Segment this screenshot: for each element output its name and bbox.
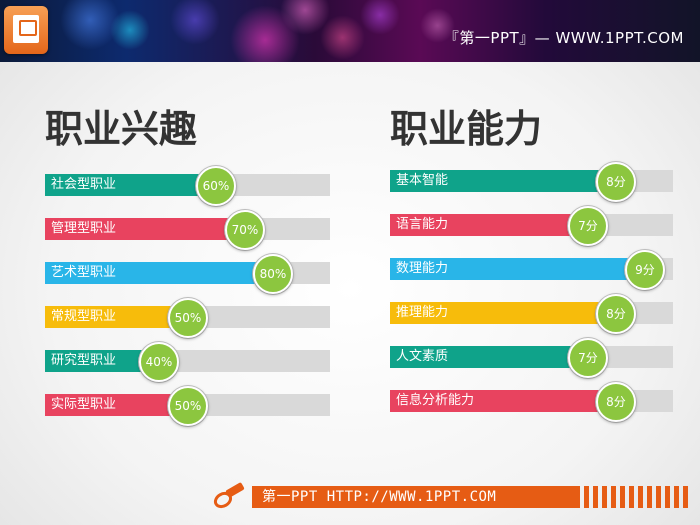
ability-bar-label: 人文素质 xyxy=(396,349,449,364)
ability-bar-fill xyxy=(390,302,616,324)
ability-value-badge: 7分 xyxy=(568,206,608,246)
ability-value-badge: 8分 xyxy=(596,294,636,334)
ability-value-badge: 9分 xyxy=(625,250,665,290)
footer-stripe xyxy=(674,486,679,508)
ability-bar-label: 基本智能 xyxy=(396,173,449,188)
ability-bar-fill xyxy=(390,346,588,368)
pencil-icon xyxy=(212,480,246,510)
header-banner: 『第一PPT』— WWW.1PPT.COM xyxy=(0,0,700,62)
interest-bar-fill xyxy=(45,394,188,416)
ability-bar-label: 语言能力 xyxy=(396,217,449,232)
ability-value-badge: 8分 xyxy=(596,382,636,422)
footer-stripe xyxy=(665,486,670,508)
interest-row: 常规型职业 50% xyxy=(45,298,330,338)
interest-bar-fill xyxy=(45,306,188,328)
footer-stripe xyxy=(656,486,661,508)
footer-stripe xyxy=(647,486,652,508)
interest-row: 管理型职业 70% xyxy=(45,210,330,250)
ability-bar-fill xyxy=(390,170,616,192)
interest-bar-label: 管理型职业 xyxy=(51,221,117,236)
interest-value-badge: 80% xyxy=(253,254,293,294)
career-ability-heading: 职业能力 xyxy=(390,107,543,151)
footer-stripe xyxy=(584,486,589,508)
footer-stripe xyxy=(611,486,616,508)
interest-value-badge: 50% xyxy=(168,298,208,338)
ability-bar-label: 推理能力 xyxy=(396,305,449,320)
ability-bar-fill xyxy=(390,390,616,412)
interest-value-badge: 60% xyxy=(196,166,236,206)
footer-stripe xyxy=(593,486,598,508)
interest-row: 艺术型职业 80% xyxy=(45,254,330,294)
footer-stripe xyxy=(602,486,607,508)
ability-row: 推理能力 8分 xyxy=(390,294,673,334)
interest-bar-label: 社会型职业 xyxy=(51,177,117,192)
ability-row: 数理能力 9分 xyxy=(390,250,673,290)
ability-value-badge: 8分 xyxy=(596,162,636,202)
interest-value-badge: 70% xyxy=(225,210,265,250)
interest-bar-fill xyxy=(45,218,245,240)
footer-stripe xyxy=(629,486,634,508)
interest-row: 研究型职业 40% xyxy=(45,342,330,382)
interest-bar-fill xyxy=(45,262,273,284)
header-title: 『第一PPT』— WWW.1PPT.COM xyxy=(443,29,684,47)
ability-bar-fill xyxy=(390,214,588,236)
ability-row: 基本智能 8分 xyxy=(390,162,673,202)
ability-row: 语言能力 7分 xyxy=(390,206,673,246)
interest-bar-label: 常规型职业 xyxy=(51,309,117,324)
ability-bar-fill xyxy=(390,258,645,280)
ability-value-badge: 7分 xyxy=(568,338,608,378)
footer-bar: 第一PPT HTTP://WWW.1PPT.COM xyxy=(252,486,580,508)
ability-bar-label: 数理能力 xyxy=(396,261,449,276)
footer-stripe xyxy=(683,486,688,508)
career-interest-heading: 职业兴趣 xyxy=(45,107,198,151)
footer-stripe xyxy=(620,486,625,508)
ability-bar-label: 信息分析能力 xyxy=(396,393,475,408)
interest-row: 社会型职业 60% xyxy=(45,166,330,206)
interest-row: 实际型职业 50% xyxy=(45,386,330,426)
footer-stripe xyxy=(638,486,643,508)
interest-bar-label: 艺术型职业 xyxy=(51,265,117,280)
interest-bar-label: 实际型职业 xyxy=(51,397,117,412)
interest-bar-label: 研究型职业 xyxy=(51,353,117,368)
interest-bar-fill xyxy=(45,174,216,196)
interest-value-badge: 50% xyxy=(168,386,208,426)
ability-row: 人文素质 7分 xyxy=(390,338,673,378)
footer-stripes xyxy=(584,486,700,508)
ability-row: 信息分析能力 8分 xyxy=(390,382,673,422)
ppt-logo-icon xyxy=(4,6,48,54)
interest-value-badge: 40% xyxy=(139,342,179,382)
interest-bar-fill xyxy=(45,350,159,372)
